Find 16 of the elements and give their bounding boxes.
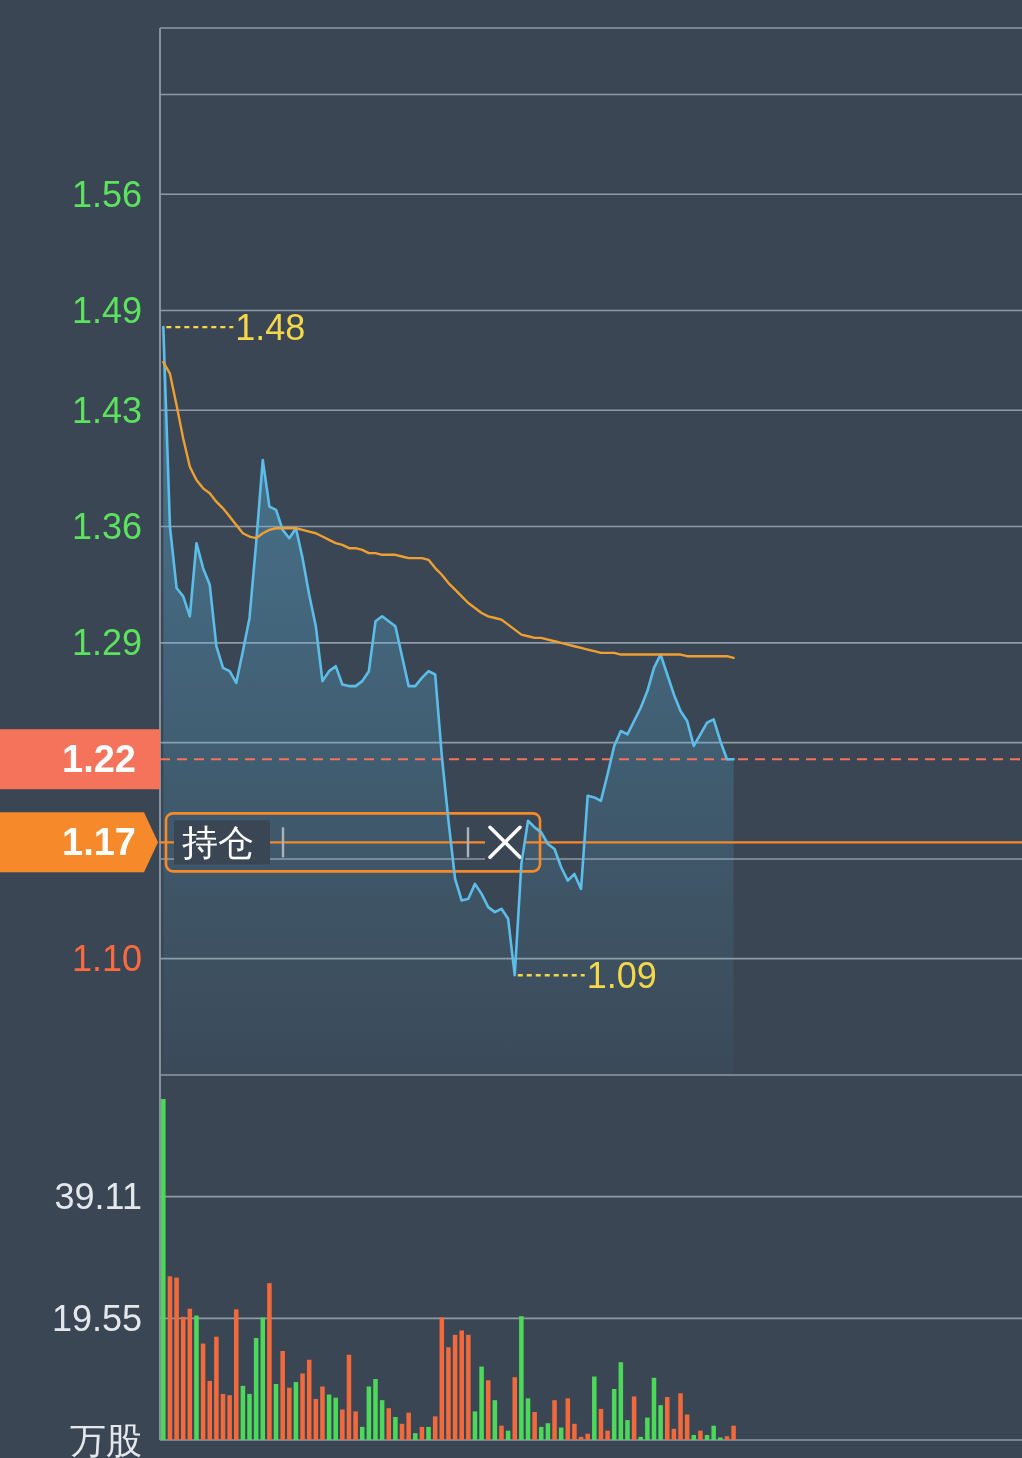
ytick-label: 1.43	[71, 389, 142, 431]
ytick-label: 1.49	[71, 290, 142, 331]
ytick-label: 1.10	[71, 938, 142, 980]
ref-line-label: 1.17	[62, 821, 136, 864]
point-note: 1.48	[235, 306, 306, 348]
ref-line-label: 1.22	[62, 738, 136, 781]
ref-tag: 1.22	[0, 729, 160, 790]
ref-tag: 1.17	[0, 812, 158, 873]
ytick-label: 万股	[70, 1419, 142, 1458]
ytick-label: 19.55	[51, 1297, 142, 1339]
annotation: 持仓	[182, 821, 254, 863]
ytick-label: 39.11	[54, 1176, 142, 1218]
point-note: 1.09	[586, 954, 657, 996]
ytick-label: 1.56	[71, 173, 142, 215]
ytick-label: 1.29	[71, 622, 142, 664]
ytick-label: 1.36	[71, 506, 142, 548]
